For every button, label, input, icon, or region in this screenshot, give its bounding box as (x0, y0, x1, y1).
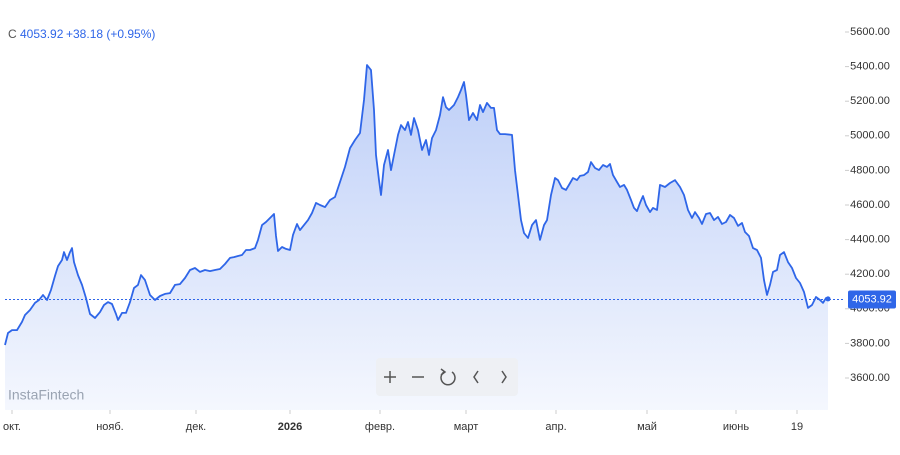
zoom-in-button[interactable] (384, 371, 396, 383)
toolbar-bg (376, 358, 518, 396)
y-tick-label: 5600.00 (850, 26, 890, 38)
x-tick-label: дек. (186, 421, 206, 433)
scroll-right-button[interactable] (501, 370, 507, 384)
y-tick-label: 5400.00 (850, 61, 890, 73)
x-tick-label: нояб. (96, 421, 124, 433)
x-tick-label: 2026 (278, 421, 302, 433)
y-tick-label: 4400.00 (850, 234, 890, 246)
y-tick-label: 3600.00 (850, 372, 890, 384)
plot-area (4, 64, 831, 410)
scroll-left-button[interactable] (473, 370, 479, 384)
current-price-box (848, 290, 896, 309)
x-tick-label: апр. (545, 421, 566, 433)
y-tick-label: 3800.00 (850, 337, 890, 349)
legend-label: C (8, 27, 17, 41)
price-line-series (4, 64, 829, 346)
x-tick-label: май (637, 421, 657, 433)
legend-change: +38.18 (+0.95%) (66, 27, 155, 41)
y-tick-label: 4600.00 (850, 199, 890, 211)
y-tick-label: 4800.00 (850, 164, 890, 176)
reset-button[interactable] (440, 368, 456, 386)
x-tick-label: июнь (723, 421, 749, 433)
x-tick-label: февр. (365, 421, 395, 433)
watermark: InstaFintech (8, 387, 84, 403)
y-tick-label: 5200.00 (850, 95, 890, 107)
y-tick-label: 5000.00 (850, 130, 890, 142)
toolbar (376, 358, 518, 396)
current-price-label: 4053.92 (852, 293, 892, 305)
last-point (825, 296, 831, 302)
x-tick-label: март (454, 421, 479, 433)
x-tick-label: 19 (791, 421, 803, 433)
x-tick-label: окт. (3, 421, 21, 433)
y-tick-label: 4200.00 (850, 268, 890, 280)
legend-value: 4053.92 (20, 27, 64, 41)
area-fill (5, 65, 828, 410)
